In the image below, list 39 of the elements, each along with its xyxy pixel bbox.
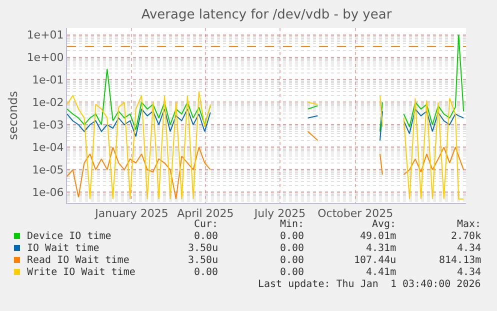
x-tick-label: October 2025 — [318, 207, 394, 220]
text: 4.41m — [366, 267, 396, 278]
x-tick-label: January 2025 — [94, 207, 168, 220]
text: 4.34 — [457, 267, 482, 278]
y-tick-label: 1e-01 — [32, 74, 64, 87]
text: 4.31m — [366, 243, 396, 254]
legend-label: Write IO Wait time — [27, 267, 136, 278]
text: 0.00 — [194, 231, 218, 242]
text: 0.00 — [194, 267, 218, 278]
y-tick-label: 1e+00 — [26, 51, 64, 64]
text: 0.00 — [280, 267, 304, 278]
legend-label: IO Wait time — [27, 243, 100, 254]
text: 3.50u — [188, 255, 218, 266]
text: 3.50u — [188, 243, 218, 254]
y-tick-label: 1e+01 — [26, 28, 64, 42]
text: 0.00 — [280, 231, 304, 242]
y-tick-label: 1e-04 — [32, 141, 64, 154]
text: Max: — [457, 219, 482, 230]
text: 0.00 — [280, 243, 304, 254]
text: Cur: — [194, 219, 218, 230]
text: 814.13m — [439, 255, 482, 266]
text: 107.44u — [354, 255, 396, 266]
text: 49.01m — [360, 231, 396, 242]
text: 2.70k — [451, 231, 482, 242]
x-tick-label: July 2025 — [253, 207, 306, 220]
y-tick-label: 1e-05 — [32, 164, 64, 177]
y-tick-label: 1e-06 — [32, 186, 64, 200]
text: 4.34 — [457, 243, 482, 254]
y-tick-label: 1e-03 — [32, 118, 64, 132]
legend-label: Device IO time — [27, 231, 112, 242]
legend-label: Read IO Wait time — [27, 255, 130, 266]
text: Avg: — [372, 219, 396, 230]
text: Last update: Thu Jan 1 03:40:00 2026 — [258, 279, 481, 290]
y-axis-title: seconds — [6, 90, 20, 140]
x-tick-label: April 2025 — [177, 207, 234, 220]
text: Min: — [280, 219, 304, 230]
chart-title: Average latency for /dev/vdb - by year — [141, 8, 392, 23]
text: 0.00 — [280, 255, 304, 266]
y-tick-label: 1e-02 — [32, 96, 64, 110]
